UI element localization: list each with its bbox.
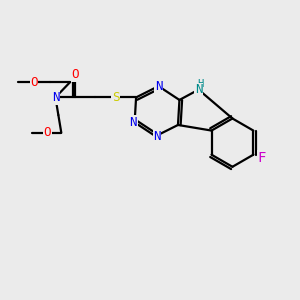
Text: O: O [72, 68, 79, 81]
Text: S: S [112, 91, 119, 104]
Text: H: H [197, 79, 203, 89]
Text: N: N [129, 116, 137, 129]
Text: N: N [52, 91, 59, 104]
Text: O: O [44, 126, 51, 139]
Text: F: F [257, 151, 266, 165]
Text: N: N [155, 80, 162, 93]
Text: N: N [195, 83, 202, 96]
Text: N: N [153, 130, 161, 143]
Text: O: O [30, 76, 38, 88]
